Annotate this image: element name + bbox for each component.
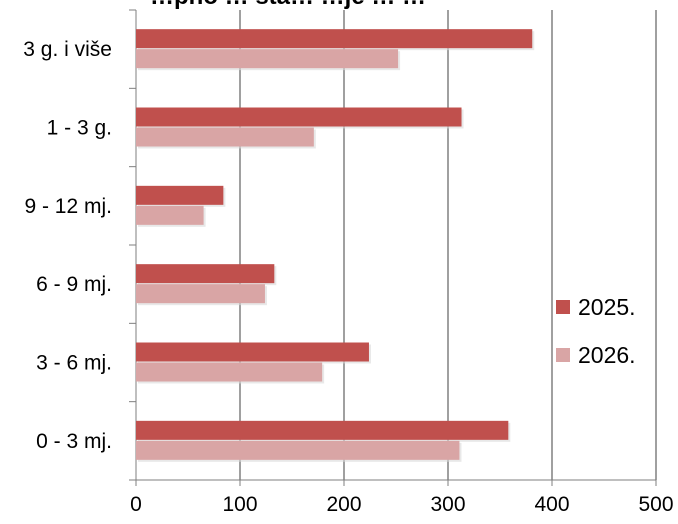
bars [136, 29, 535, 462]
legend-label: 2026. [578, 342, 636, 368]
bar-series1 [136, 420, 509, 440]
bar-series2 [136, 440, 460, 460]
bar-series1 [136, 107, 462, 127]
legend: 2025. 2026. [556, 294, 636, 368]
x-tick-label: 200 [326, 493, 361, 516]
chart-title: …pno … sta… …je … … [150, 0, 426, 10]
x-tick-label: 500 [638, 493, 673, 516]
bar-series1 [136, 185, 224, 205]
category-label: 9 - 12 mj. [24, 195, 112, 218]
category-label: 1 - 3 g. [47, 117, 112, 140]
category-label: 3 g. i više [23, 38, 112, 61]
x-tick-label: 300 [430, 493, 465, 516]
category-label: 0 - 3 mj. [36, 430, 112, 453]
bar-series1 [136, 342, 369, 362]
bar-series1 [136, 264, 275, 284]
category-label: 6 - 9 mj. [36, 273, 112, 296]
bar-series2 [136, 205, 204, 225]
legend-swatch [556, 348, 570, 362]
axes: 0 100 200 300 400 500 0 - 3 mj. 3 - 6 mj. 6 - 9 … [23, 9, 674, 516]
x-tick-label: 0 [130, 493, 142, 516]
x-tick-label: 400 [534, 493, 569, 516]
category-label: 3 - 6 mj. [36, 352, 112, 375]
legend-swatch [556, 300, 570, 314]
bar-series2 [136, 362, 323, 382]
legend-label: 2025. [578, 294, 636, 320]
x-tick-label: 100 [222, 493, 257, 516]
bar-series2 [136, 49, 399, 69]
bar-series2 [136, 127, 314, 147]
bar-series2 [136, 284, 265, 304]
bar-series1 [136, 29, 533, 49]
grid-lines [135, 10, 657, 480]
